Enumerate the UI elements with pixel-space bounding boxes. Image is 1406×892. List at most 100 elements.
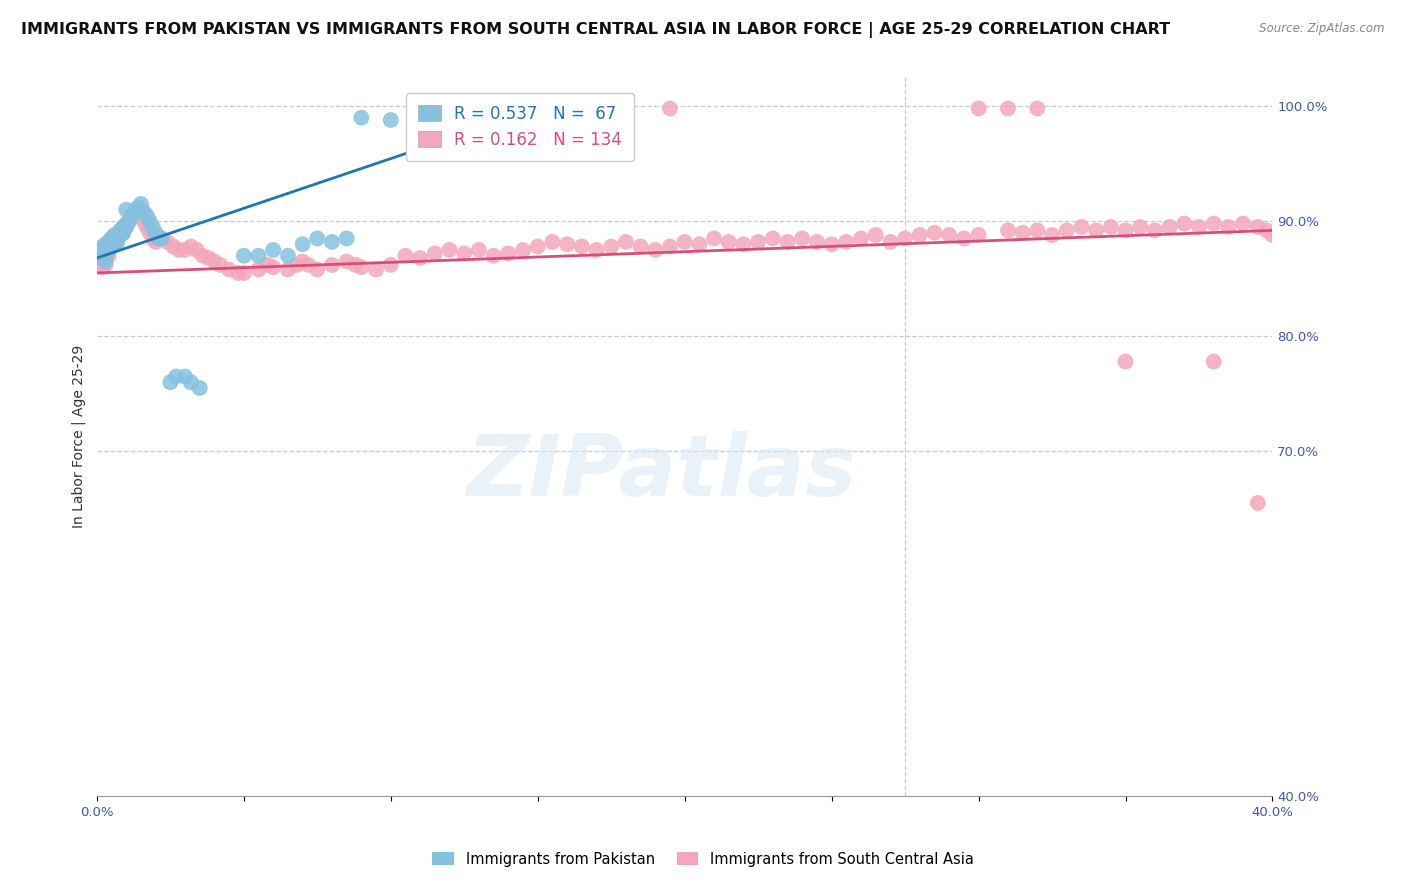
Point [94,254,117,268]
Point [115,219,138,234]
Point [112,226,135,240]
Point [498,246,520,260]
Point [571,239,593,253]
Point [307,231,329,245]
Point [688,237,710,252]
Point [107,227,129,242]
Point [364,262,387,277]
Point [336,254,359,268]
Point [156,235,179,249]
Point [100,231,122,245]
Point [162,239,184,253]
Point [380,258,402,272]
Point [350,111,373,125]
Point [1256,223,1278,237]
Point [100,235,122,249]
Point [97,249,120,263]
Point [97,239,120,253]
Point [145,226,167,240]
Point [91,239,114,253]
Point [1188,219,1211,234]
Point [139,214,162,228]
Point [124,209,146,223]
Text: IMMIGRANTS FROM PAKISTAN VS IMMIGRANTS FROM SOUTH CENTRAL ASIA IN LABOR FORCE | : IMMIGRANTS FROM PAKISTAN VS IMMIGRANTS F… [21,22,1170,38]
Point [94,243,117,257]
Point [717,235,740,249]
Point [180,376,202,390]
Text: Source: ZipAtlas.com: Source: ZipAtlas.com [1260,22,1385,36]
Point [409,251,432,265]
Point [145,235,167,249]
Point [1129,219,1152,234]
Point [247,249,270,263]
Text: ZIPatlas: ZIPatlas [465,432,856,515]
Point [1202,354,1225,368]
Point [541,235,564,249]
Point [127,201,149,215]
Point [186,243,208,257]
Point [103,235,125,249]
Point [89,243,111,257]
Point [91,251,114,265]
Point [703,231,725,245]
Point [277,262,299,277]
Point [100,239,122,253]
Point [110,226,132,240]
Point [1026,102,1049,116]
Point [321,258,343,272]
Point [967,102,990,116]
Point [498,108,520,122]
Point [614,102,637,116]
Point [747,235,769,249]
Point [997,223,1019,237]
Point [806,235,828,249]
Point [89,249,111,263]
Point [97,243,120,257]
Point [297,258,319,272]
Point [94,237,117,252]
Point [118,214,141,228]
Point [103,227,125,242]
Point [394,249,416,263]
Point [541,116,564,130]
Point [148,231,170,245]
Point [91,260,114,275]
Point [526,239,548,253]
Point [180,239,202,253]
Point [97,237,120,252]
Point [232,249,254,263]
Point [204,254,226,268]
Point [97,237,120,252]
Point [118,214,141,228]
Point [291,254,314,268]
Point [107,231,129,245]
Legend: R = 0.537   N =  67, R = 0.162   N = 134: R = 0.537 N = 67, R = 0.162 N = 134 [406,93,634,161]
Point [112,219,135,234]
Point [321,235,343,249]
Point [879,235,901,249]
Point [1115,223,1137,237]
Point [174,369,197,384]
Point [585,243,607,257]
Point [1202,217,1225,231]
Point [100,237,122,252]
Point [107,231,129,245]
Point [226,266,249,280]
Point [277,249,299,263]
Point [188,381,211,395]
Point [555,102,578,116]
Point [468,104,491,119]
Point [453,246,475,260]
Point [482,249,505,263]
Point [150,231,173,245]
Point [614,235,637,249]
Point [218,262,240,277]
Point [285,258,308,272]
Point [555,237,578,252]
Point [89,249,111,263]
Point [924,226,946,240]
Point [100,239,122,253]
Point [139,226,162,240]
Point [1085,223,1108,237]
Point [197,251,219,265]
